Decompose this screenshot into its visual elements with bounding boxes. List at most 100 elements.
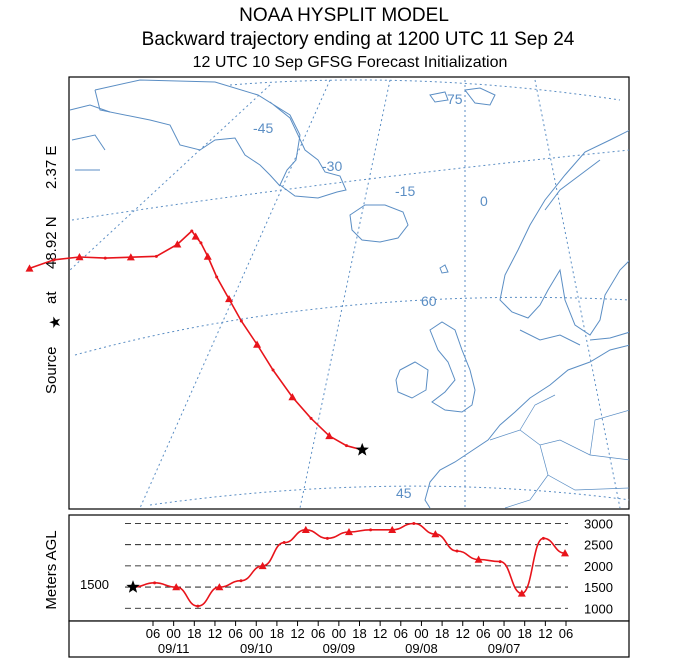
altitude-marker [561, 549, 569, 557]
trajectory-point [215, 275, 219, 279]
lat-line-70 [71, 149, 629, 221]
altitude-start-star [126, 580, 140, 593]
source-lat: 48.92 N [43, 216, 60, 269]
trajectory-point [345, 444, 349, 448]
ylabel-wrapper: Meters AGL [43, 530, 60, 609]
altitude-panel: 3000 2500 2000 1500 1000 1500 Meters AGL [43, 514, 630, 622]
ireland-coast [395, 361, 429, 399]
trajectory-marker [75, 253, 84, 261]
source-label: Source ★ at 48.92 N 2.37 E [43, 146, 64, 394]
trajectory-map [25, 229, 369, 456]
trajectory-point [309, 416, 313, 420]
country-borders [489, 394, 629, 509]
trajectory-point [52, 258, 56, 262]
time-tick-label: 12 [373, 626, 387, 641]
time-axis-frame [68, 620, 630, 658]
altitude-ytick-label: 3000 [584, 516, 613, 531]
title-line2: Backward trajectory ending at 1200 UTC 1… [142, 29, 575, 50]
scandinavia-coast [499, 129, 629, 336]
canada-arctic-coast [69, 104, 111, 171]
trajectory-marker [173, 240, 182, 248]
time-tick-label: 06 [311, 626, 325, 641]
time-tick-label: 18 [270, 626, 284, 641]
map-frame [68, 76, 630, 510]
altitude-marker [474, 555, 483, 563]
date-label: 09/07 [488, 641, 521, 656]
altitude-marker [388, 525, 397, 534]
greenland-coast [94, 79, 347, 199]
map-content [69, 79, 629, 509]
time-tick-label: 00 [414, 626, 428, 641]
grid-label-75: 75 [447, 91, 463, 107]
trajectory-marker [203, 252, 212, 260]
grid-label-minus15: -15 [395, 183, 415, 199]
altitude-gridlines [125, 523, 568, 609]
altitude-point [239, 579, 243, 583]
source-star-icon: ★ [47, 316, 64, 329]
altitude-point [153, 581, 157, 585]
altitude-point [282, 541, 286, 545]
trajectory-marker [325, 431, 334, 440]
trajectory-marker [288, 393, 297, 401]
grid-label-0: 0 [480, 193, 488, 209]
grid-label-60: 60 [421, 293, 437, 309]
great-britain-coast [429, 321, 476, 413]
date-labels: 09/11 09/10 09/09 09/08 09/07 [158, 641, 520, 656]
source-at: at [43, 291, 60, 304]
altitude-ytick-label: 1000 [584, 601, 613, 616]
time-tick-label: 12 [208, 626, 222, 641]
source-word: Source [43, 346, 60, 394]
map-panel: 75 -45 -30 -15 0 60 45 [25, 76, 630, 510]
time-tick-label: 00 [332, 626, 346, 641]
altitude-point [541, 536, 545, 540]
time-tick-label: 18 [517, 626, 531, 641]
trajectory-point [103, 256, 107, 260]
trajectory-marker [253, 340, 262, 348]
time-tick-label: 12 [456, 626, 470, 641]
title-line3: 12 UTC 10 Sep GFSG Forecast Initializati… [193, 54, 508, 71]
altitude-ytick-labels: 3000 2500 2000 1500 1000 [584, 516, 613, 616]
time-tick-label: 18 [352, 626, 366, 641]
grid-label-minus45: -45 [253, 120, 273, 136]
time-tick-label: 06 [394, 626, 408, 641]
trajectory-point [154, 254, 158, 258]
lat-line-60 [74, 296, 629, 356]
altitude-point [455, 549, 459, 553]
lat-line-75 [229, 79, 621, 101]
time-axis: 06 00 18 12 06 00 18 12 06 00 18 12 06 00 18 12 06 00 18 12… [68, 620, 630, 658]
date-label: 09/09 [323, 641, 356, 656]
trajectory-marker [25, 264, 34, 272]
source-star-marker [355, 442, 369, 456]
start-height-label: 1500 [80, 577, 109, 592]
time-tick-label: 06 [476, 626, 490, 641]
altitude-marker [215, 583, 224, 591]
altitude-point [498, 560, 502, 564]
europe-coast [424, 344, 629, 509]
time-tick-label: 00 [166, 626, 180, 641]
svalbard-coast [429, 87, 496, 106]
denmark-coast [519, 329, 581, 346]
trajectory-marker [191, 232, 200, 240]
lat-line-45 [149, 485, 629, 506]
trajectory-marker [126, 253, 135, 261]
time-tick-label: 00 [249, 626, 263, 641]
faroe-coast [439, 264, 449, 274]
time-tick-label: 18 [187, 626, 201, 641]
altitude-marker [517, 589, 526, 597]
trajectory-point [199, 241, 203, 245]
trajectory-point [239, 319, 243, 323]
baltic-coast [589, 331, 629, 341]
altitude-marker [345, 527, 353, 536]
source-lon: 2.37 E [43, 146, 60, 189]
altitude-ylabel: Meters AGL [43, 530, 60, 609]
date-label: 09/11 [158, 641, 190, 656]
meridian-minus30 [139, 79, 331, 509]
altitude-point [196, 604, 200, 608]
time-tick-labels: 06 00 18 12 06 00 18 12 06 00 18 12 06 00 18 12 06 00 18 12… [146, 621, 573, 641]
altitude-marker [301, 525, 310, 534]
altitude-ytick-label: 2500 [584, 538, 613, 553]
grid-label-minus30: -30 [322, 158, 342, 174]
iceland-coast [349, 204, 409, 243]
time-tick-label: 00 [497, 626, 511, 641]
